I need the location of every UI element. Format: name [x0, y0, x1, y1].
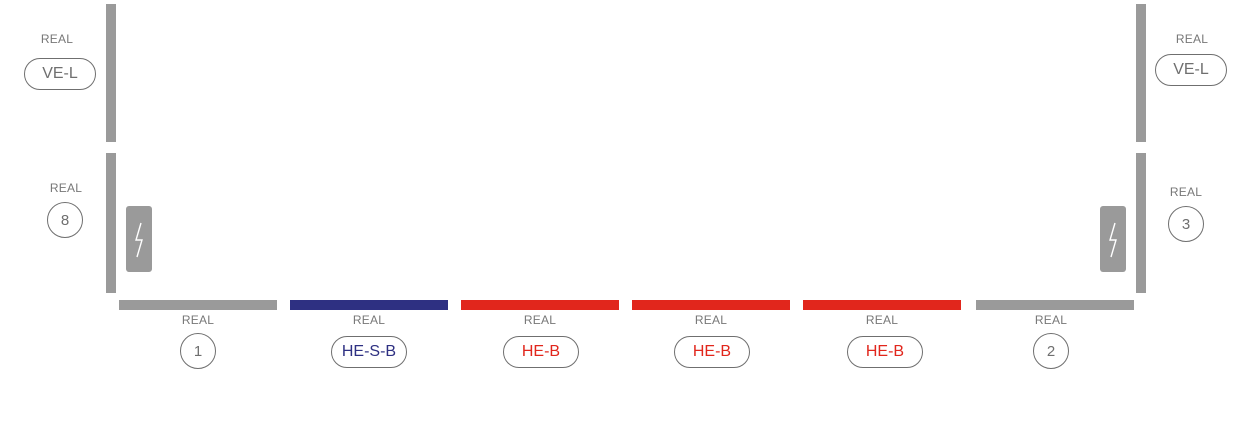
bottom-segment-1	[119, 300, 277, 310]
bottom-segment-3	[461, 300, 619, 310]
left-top-small-label: REAL	[40, 32, 74, 46]
left-wall-upper	[106, 4, 116, 142]
left-wall-lower	[106, 153, 116, 293]
left-top-pill-label: VE-L	[42, 65, 78, 82]
bottom-segment-5	[803, 300, 961, 310]
lightning-icon	[135, 222, 143, 258]
segment-6-circle: 2	[1033, 333, 1069, 369]
right-top-pill: VE-L	[1155, 54, 1227, 86]
segment-4-pill: HE-B	[674, 336, 750, 368]
segment-5-label: HE-B	[865, 343, 905, 360]
left-mid-circle: 8	[47, 202, 83, 238]
bottom-segment-2	[290, 300, 448, 310]
segment-1-label: 1	[193, 342, 203, 360]
right-wall-upper	[1136, 4, 1146, 142]
left-mid-circle-label: 8	[60, 211, 70, 229]
segment-3-pill: HE-B	[503, 336, 579, 368]
right-mid-small-label: REAL	[1169, 185, 1203, 199]
bottom-segment-6	[976, 300, 1134, 310]
segment-3-label: HE-B	[521, 343, 561, 360]
segment-1-small-label: REAL	[181, 313, 215, 327]
segment-3-small-label: REAL	[523, 313, 557, 327]
segment-4-label: HE-B	[692, 343, 732, 360]
right-top-small-label: REAL	[1175, 32, 1209, 46]
segment-6-label: 2	[1046, 342, 1056, 360]
segment-6-small-label: REAL	[1034, 313, 1068, 327]
right-wall-lower	[1136, 153, 1146, 293]
right-mid-circle: 3	[1168, 206, 1204, 242]
segment-5-small-label: REAL	[865, 313, 899, 327]
left-mid-small-label: REAL	[49, 181, 83, 195]
segment-1-circle: 1	[180, 333, 216, 369]
bottom-segment-4	[632, 300, 790, 310]
segment-2-pill: HE-S-B	[331, 336, 407, 368]
right-mid-circle-label: 3	[1181, 215, 1191, 233]
segment-5-pill: HE-B	[847, 336, 923, 368]
segment-2-label: HE-S-B	[341, 343, 397, 360]
segment-4-small-label: REAL	[694, 313, 728, 327]
lightning-icon	[1109, 222, 1117, 258]
right-socket	[1100, 206, 1126, 272]
left-top-pill: VE-L	[24, 58, 96, 90]
left-socket	[126, 206, 152, 272]
right-top-pill-label: VE-L	[1173, 61, 1209, 78]
segment-2-small-label: REAL	[352, 313, 386, 327]
